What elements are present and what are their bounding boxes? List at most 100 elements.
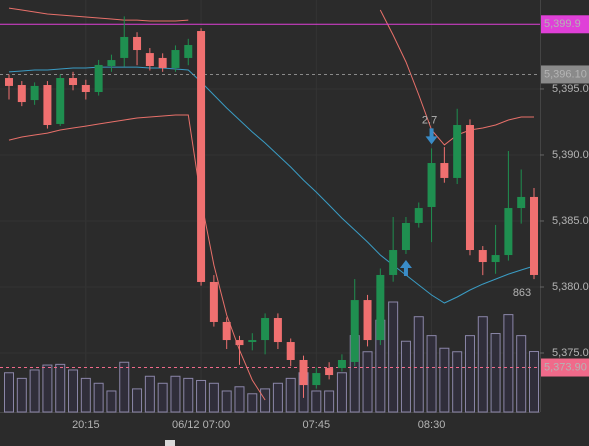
candle-body	[158, 57, 167, 68]
signal-arrow-up	[399, 259, 412, 276]
candle-body	[401, 222, 410, 251]
candle-body	[94, 64, 103, 93]
volume-bar	[170, 375, 181, 413]
candle-body	[517, 196, 526, 209]
volume-bar	[388, 301, 399, 413]
candle-body	[376, 274, 385, 341]
volume-bar	[247, 393, 258, 413]
candle-body	[145, 53, 154, 67]
candle-body	[286, 342, 295, 360]
volume-bar	[16, 377, 27, 413]
volume-bar	[157, 382, 168, 413]
candle-body	[312, 373, 321, 386]
volume-bar	[183, 377, 194, 413]
volume-bar	[477, 316, 488, 413]
volume-bar	[132, 388, 143, 413]
volume-bar	[490, 333, 501, 413]
volume-bar	[221, 390, 232, 413]
volume-bar	[272, 382, 283, 413]
x-tick-label: 07:45	[303, 419, 331, 431]
candle-body	[363, 300, 372, 341]
price-label: 5,373.90	[544, 361, 587, 373]
candle-body	[56, 78, 65, 124]
volume-bar	[285, 377, 296, 413]
volume-bar	[196, 379, 207, 413]
candle-body	[5, 78, 13, 86]
volume-bar	[80, 377, 91, 413]
candle-body	[197, 31, 206, 282]
candle-body	[209, 281, 218, 322]
price-label-box	[541, 358, 589, 377]
volume-bar	[311, 390, 322, 413]
y-tick-label: 5,390.00	[552, 149, 589, 161]
volume-bar	[413, 316, 424, 413]
y-tick-label: 5,380.00	[552, 281, 589, 293]
candle-body	[222, 321, 231, 341]
candle-body	[325, 368, 334, 376]
candle-body	[30, 85, 39, 101]
y-tick-label: 5,385.00	[552, 215, 589, 227]
candle-body	[248, 340, 257, 343]
volume-bar	[260, 388, 271, 413]
volume-bar	[29, 369, 40, 413]
volume-bar	[362, 351, 373, 413]
candle-body	[337, 359, 346, 369]
volume-label: 863	[513, 287, 531, 299]
candle-body	[81, 85, 90, 93]
volume-bar	[42, 364, 53, 413]
candle-body	[465, 125, 474, 251]
volume-bar	[234, 386, 245, 413]
candle-body	[414, 208, 423, 223]
candle-body	[120, 36, 129, 58]
volume-bar	[4, 372, 14, 413]
scrollbar-thumb[interactable]	[165, 440, 175, 446]
y-tick-label: 5,395.00	[552, 83, 589, 95]
price-label-box	[541, 65, 589, 84]
candle-body	[440, 163, 449, 178]
volume-bar	[55, 363, 66, 413]
volume-bar	[106, 390, 117, 413]
volume-bar	[400, 340, 411, 413]
candle-body	[504, 208, 513, 256]
candle-body	[184, 45, 193, 58]
candle-body	[491, 255, 500, 263]
volume-bar	[144, 375, 155, 413]
indicator-line	[8, 114, 266, 401]
candle-body	[427, 163, 436, 207]
price-label: 5,396.10	[544, 68, 587, 80]
candle-body	[273, 318, 282, 343]
candle-body	[43, 85, 52, 126]
signal-arrow-down	[425, 128, 438, 145]
x-tick-label: 08:30	[418, 419, 446, 431]
signal-label: 2.7	[422, 114, 437, 126]
volume-bar	[503, 314, 514, 413]
volume-bar	[93, 382, 104, 413]
x-tick-label: 06/12 07:00	[172, 419, 230, 431]
volume-bar	[529, 351, 539, 413]
candle-body	[69, 78, 78, 86]
candle-body	[389, 250, 398, 275]
candle-body	[299, 359, 308, 386]
candle-body	[453, 125, 462, 178]
candle-body	[530, 196, 538, 275]
volume-bar	[336, 372, 347, 413]
price-label: 5,399.9	[544, 18, 581, 30]
candle-body	[17, 85, 26, 103]
volume-bar	[439, 347, 450, 413]
candle-body	[350, 300, 359, 362]
candle-body	[235, 340, 244, 346]
volume-bar	[208, 382, 219, 413]
candle-body	[261, 318, 270, 341]
volume-bar	[426, 335, 437, 413]
volume-bar	[464, 335, 475, 413]
candle-body	[478, 250, 487, 263]
y-tick-label: 5,375.00	[552, 347, 589, 359]
price-label-box	[541, 15, 589, 34]
candle-body	[171, 50, 180, 68]
x-tick-label: 20:15	[72, 419, 100, 431]
volume-bar	[324, 390, 335, 413]
volume-bar	[68, 369, 79, 413]
candle-body	[107, 60, 116, 67]
